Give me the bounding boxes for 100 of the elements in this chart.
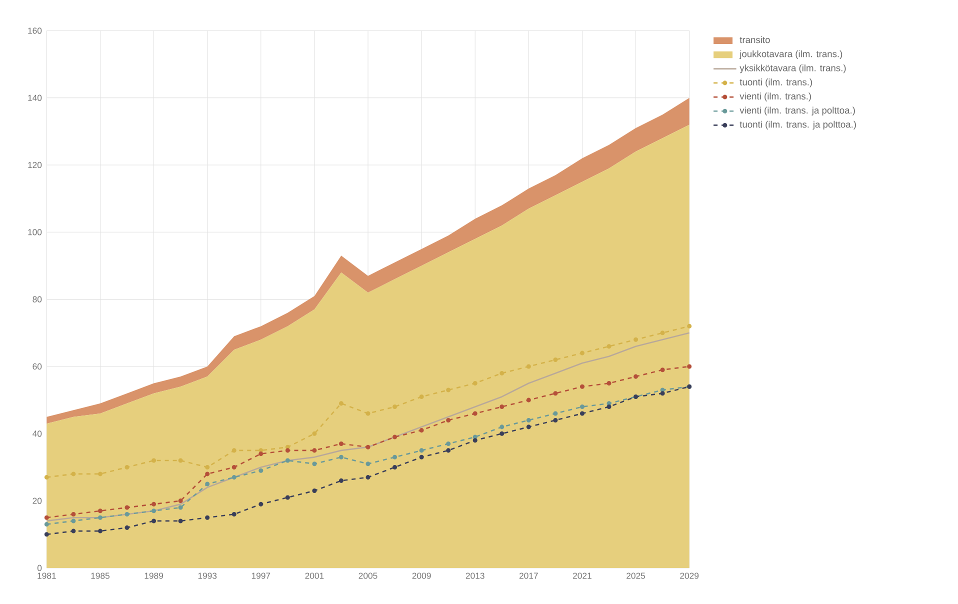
point	[419, 394, 424, 399]
point	[232, 448, 236, 453]
point	[366, 411, 370, 416]
point	[232, 475, 236, 480]
x-tick-label: 2021	[573, 572, 592, 579]
x-tick-label: 2005	[358, 572, 378, 579]
point	[71, 528, 76, 534]
point	[152, 502, 156, 506]
point	[660, 330, 665, 336]
point	[44, 515, 49, 520]
point	[98, 472, 102, 476]
x-tick-label: 2013	[466, 572, 484, 579]
point	[258, 502, 264, 506]
point	[366, 444, 370, 450]
x-tick-label: 1989	[144, 572, 164, 579]
point	[312, 448, 317, 453]
legend-label: joukkotavara (ilm. trans.)	[739, 50, 842, 60]
point	[392, 404, 398, 410]
point	[606, 344, 612, 349]
point	[606, 381, 612, 386]
point	[580, 350, 584, 356]
y-tick-label: 20	[32, 498, 42, 504]
point	[392, 464, 398, 470]
point	[687, 324, 692, 328]
point	[660, 368, 665, 372]
legend-label: vienti (ilm. trans. ja polttoa.)	[740, 106, 855, 116]
point	[312, 462, 317, 466]
point	[178, 498, 183, 504]
point	[472, 438, 478, 443]
legend-label: tuonti (ilm. trans. ja polttoa.)	[740, 120, 856, 130]
legend-label: transito	[740, 36, 770, 44]
y-tick-label: 40	[32, 430, 42, 437]
point	[500, 424, 504, 430]
y-tick-label: 0	[37, 564, 42, 572]
x-tick-label: 1993	[198, 572, 217, 579]
point	[312, 431, 317, 436]
point	[98, 508, 102, 514]
point	[580, 411, 584, 416]
point	[606, 404, 612, 410]
point	[124, 525, 130, 530]
legend-label: yksikkötavara (ilm. trans.)	[740, 64, 846, 74]
point	[124, 464, 130, 470]
point	[285, 458, 290, 463]
point	[472, 411, 478, 416]
point	[258, 452, 264, 456]
y-tick-label: 120	[28, 162, 42, 168]
point	[258, 468, 264, 473]
point	[526, 424, 531, 430]
point	[634, 337, 638, 342]
point	[71, 512, 76, 517]
point	[419, 454, 424, 460]
x-tick-label: 2009	[412, 572, 431, 579]
point	[446, 441, 451, 446]
y-tick-label: 140	[28, 94, 42, 101]
x-tick-label: 2029	[680, 572, 699, 579]
y-tick-label: 160	[28, 28, 42, 34]
point	[338, 401, 344, 406]
point	[553, 411, 558, 416]
point	[526, 398, 531, 402]
point	[338, 441, 344, 446]
point	[205, 515, 210, 520]
legend-label: tuonti (ilm. trans.)	[740, 78, 812, 88]
point	[312, 488, 317, 494]
point	[285, 495, 290, 500]
point	[124, 512, 130, 517]
point	[366, 462, 370, 466]
point	[634, 374, 638, 379]
y-tick-label: 80	[32, 296, 42, 302]
point	[500, 431, 504, 436]
x-tick-label: 1997	[252, 572, 270, 579]
y-tick-label: 100	[28, 229, 42, 236]
point	[580, 384, 584, 389]
point	[392, 434, 398, 440]
legend-label: vienti (ilm. trans.)	[740, 92, 811, 102]
point	[178, 505, 183, 510]
point	[419, 448, 424, 453]
point	[338, 478, 344, 483]
point	[580, 404, 584, 410]
x-tick-label: 2001	[305, 572, 324, 579]
point	[446, 448, 451, 453]
x-tick-label: 2025	[626, 572, 646, 579]
point	[338, 454, 344, 460]
x-tick-label: 1981	[38, 572, 56, 579]
point	[124, 505, 130, 510]
point	[500, 404, 504, 410]
point	[446, 388, 451, 392]
point	[446, 418, 451, 422]
point	[553, 358, 558, 362]
point	[553, 391, 558, 396]
point	[152, 508, 156, 514]
point	[44, 475, 49, 480]
point	[98, 515, 102, 520]
point	[205, 472, 210, 476]
point	[392, 454, 398, 460]
point	[687, 364, 692, 369]
point	[178, 518, 183, 524]
point	[553, 418, 558, 422]
point	[500, 370, 504, 376]
x-tick-label: 1985	[91, 572, 110, 579]
point	[660, 391, 665, 396]
